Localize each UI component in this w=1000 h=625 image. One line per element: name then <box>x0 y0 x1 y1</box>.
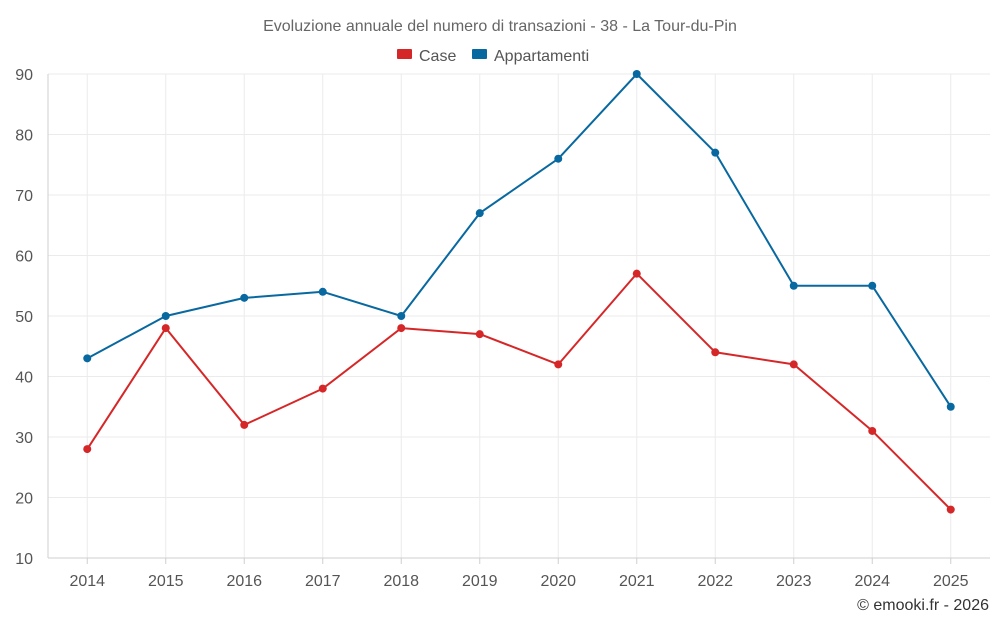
data-point-appartamenti[interactable] <box>711 148 720 157</box>
x-tick-label: 2019 <box>462 573 498 590</box>
x-tick-label: 2018 <box>383 573 419 590</box>
series <box>83 70 955 514</box>
y-tick-label: 80 <box>15 128 33 145</box>
data-point-case[interactable] <box>83 445 92 454</box>
y-tick-label: 10 <box>15 551 33 568</box>
y-tick-label: 20 <box>15 491 33 508</box>
data-point-case[interactable] <box>868 426 877 435</box>
data-point-case[interactable] <box>161 324 170 333</box>
y-tick-label: 90 <box>15 67 33 84</box>
chart-title: Evoluzione annuale del numero di transaz… <box>263 18 737 35</box>
data-point-appartamenti[interactable] <box>475 209 484 218</box>
x-tick-label: 2016 <box>226 573 262 590</box>
series-appartamenti <box>83 70 955 411</box>
legend-label-case: Case <box>419 48 456 65</box>
data-point-case[interactable] <box>240 420 249 429</box>
data-point-appartamenti[interactable] <box>397 312 406 320</box>
y-tick-label: 50 <box>15 309 33 326</box>
data-point-appartamenti[interactable] <box>868 281 877 290</box>
data-point-case[interactable] <box>711 348 720 357</box>
data-point-case[interactable] <box>397 324 406 333</box>
credit-text: © emooki.fr - 2026 <box>857 597 989 614</box>
x-tick-label: 2023 <box>776 573 812 590</box>
legend-label-appartamenti: Appartamenti <box>494 48 589 65</box>
axes: 10 20 30 40 50 60 70 80 90 2014 2015 2016 2017 2018 20… <box>15 67 990 590</box>
data-point-appartamenti[interactable] <box>946 402 955 411</box>
x-tick-label: 2014 <box>69 573 105 590</box>
series-case <box>83 269 955 514</box>
data-point-case[interactable] <box>632 269 641 278</box>
legend-swatch-appartamenti <box>472 49 487 59</box>
legend-swatch-case <box>397 49 412 59</box>
legend-item-case[interactable]: Case <box>397 48 456 65</box>
data-point-appartamenti[interactable] <box>83 354 92 363</box>
y-tick-label: 40 <box>15 370 33 387</box>
data-point-appartamenti[interactable] <box>318 287 327 296</box>
x-tick-label: 2021 <box>619 573 655 590</box>
legend: Case Appartamenti <box>397 48 589 65</box>
legend-item-appartamenti[interactable]: Appartamenti <box>472 48 589 65</box>
data-point-case[interactable] <box>475 330 484 339</box>
data-point-appartamenti[interactable] <box>789 281 798 290</box>
y-tick-label: 70 <box>15 188 33 205</box>
data-point-case[interactable] <box>946 505 955 514</box>
data-point-appartamenti[interactable] <box>240 293 249 302</box>
x-tick-label: 2017 <box>305 573 341 590</box>
data-point-appartamenti[interactable] <box>632 70 641 78</box>
x-tick-label: 2020 <box>540 573 576 590</box>
x-tick-label: 2022 <box>697 573 733 590</box>
y-tick-label: 60 <box>15 249 33 266</box>
data-point-case[interactable] <box>789 360 798 369</box>
x-tick-label: 2025 <box>933 573 969 590</box>
series-line-appartamenti <box>86 73 952 408</box>
data-point-appartamenti[interactable] <box>554 154 563 163</box>
data-point-appartamenti[interactable] <box>161 312 170 320</box>
grid <box>48 73 990 558</box>
series-line-case <box>86 272 952 511</box>
x-tick-label: 2015 <box>148 573 184 590</box>
x-tick-label: 2024 <box>854 573 890 590</box>
data-point-case[interactable] <box>318 384 327 393</box>
data-point-case[interactable] <box>554 360 563 369</box>
y-tick-label: 30 <box>15 430 33 447</box>
